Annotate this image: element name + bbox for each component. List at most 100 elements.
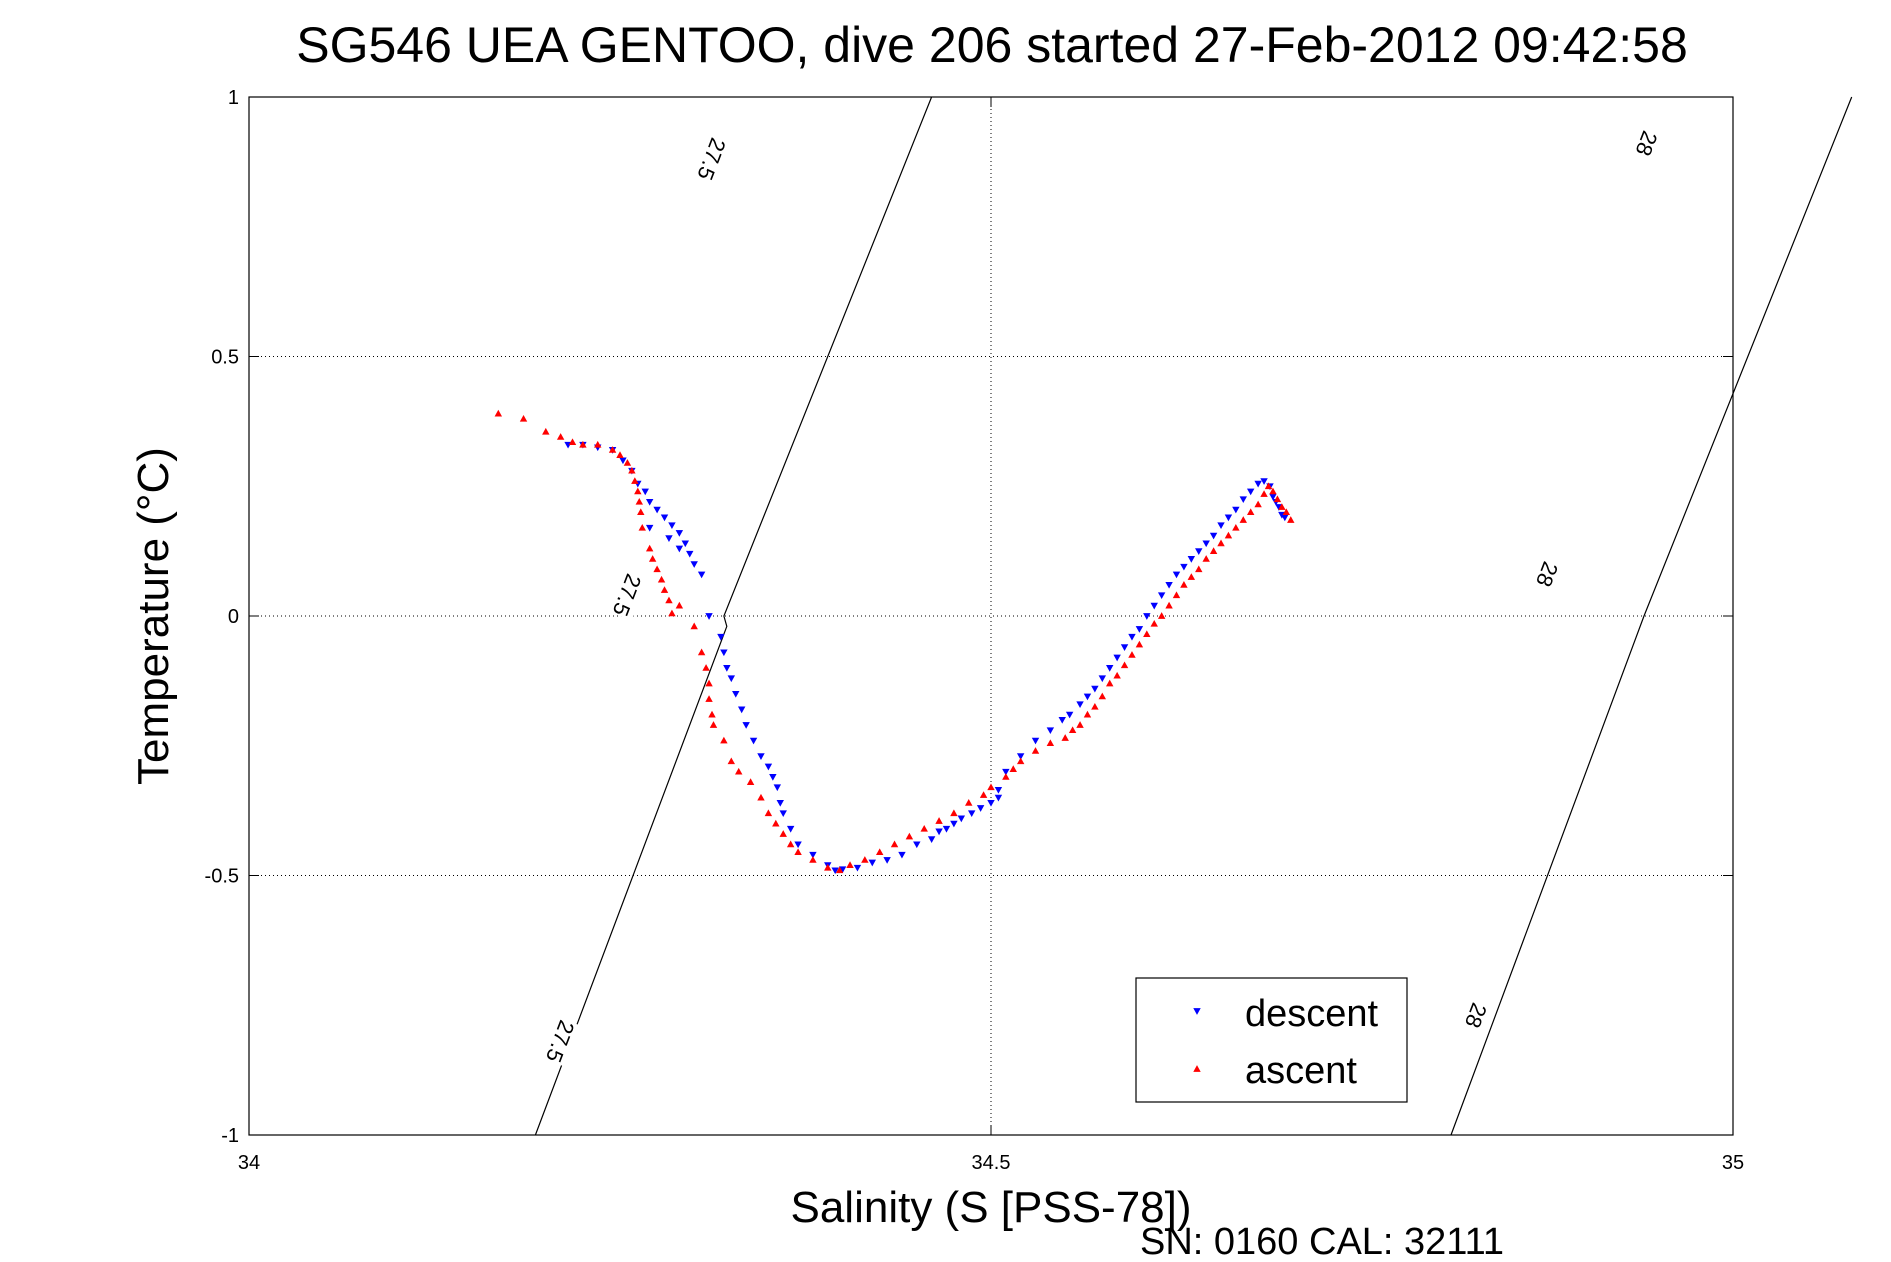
x-tick-label: 35 xyxy=(1722,1152,1744,1174)
descent-point xyxy=(641,488,649,496)
ascent-point xyxy=(568,438,577,445)
descent-point xyxy=(742,722,750,729)
descent-point xyxy=(1209,532,1218,540)
ascent-point xyxy=(705,695,713,702)
ascent-point xyxy=(657,575,666,583)
ascent-point xyxy=(1076,721,1084,728)
descent-point xyxy=(764,763,773,771)
descent-point xyxy=(1120,644,1129,651)
ascent-point xyxy=(1165,601,1173,609)
descent-point xyxy=(686,550,694,558)
descent-point xyxy=(957,815,966,823)
y-tick-label: 1 xyxy=(228,87,239,109)
ascent-point xyxy=(616,451,624,458)
descent-point xyxy=(1135,626,1144,633)
ascent-point xyxy=(786,840,795,848)
descent-point xyxy=(660,514,669,522)
descent-point xyxy=(1260,478,1268,485)
y-tick-label: -0.5 xyxy=(205,866,239,888)
ascent-point xyxy=(1260,490,1268,497)
ascent-point xyxy=(720,736,728,744)
descent-point xyxy=(994,787,1003,794)
ascent-point xyxy=(779,830,787,837)
y-axis-label: Temperature (°C) xyxy=(129,447,178,785)
legend-marker-ascent xyxy=(1193,1065,1201,1072)
axis-ticks: 34 34.5 35 1 0.5 0 -0.5 -1 xyxy=(205,87,1745,1174)
ascent-point xyxy=(1068,726,1077,734)
descent-point xyxy=(1246,488,1255,496)
descent-point xyxy=(690,561,698,568)
ascent-point xyxy=(1278,503,1286,510)
descent-point xyxy=(1180,563,1188,571)
ascent-point xyxy=(1106,679,1114,687)
descent-point xyxy=(1254,480,1262,488)
descent-point xyxy=(705,613,713,620)
descent-point xyxy=(757,753,765,760)
descent-point xyxy=(913,841,921,849)
descent-point xyxy=(717,633,725,641)
ascent-point xyxy=(1002,773,1010,780)
ascent-point xyxy=(1264,482,1273,490)
descent-point xyxy=(1083,693,1092,701)
descent-point xyxy=(675,530,684,537)
legend-markers xyxy=(1193,1008,1201,1072)
legend-label-descent: descent xyxy=(1245,993,1379,1035)
ascent-point xyxy=(608,446,617,453)
descent-point xyxy=(794,841,802,849)
ascent-point xyxy=(1120,661,1129,669)
ascent-point xyxy=(1046,739,1055,747)
ascent-point xyxy=(727,757,736,765)
ascent-point xyxy=(697,648,706,656)
ascent-point xyxy=(890,840,899,848)
contour-label-bg xyxy=(692,134,732,185)
ascent-point xyxy=(1232,523,1240,531)
legend: descent ascent xyxy=(1135,977,1408,1103)
contour-label-bg xyxy=(1527,549,1568,600)
ascent-point xyxy=(675,601,684,609)
y-tick-label: -1 xyxy=(221,1125,239,1147)
descent-point xyxy=(665,535,673,542)
ascent-point xyxy=(920,824,928,832)
ascent-point xyxy=(637,508,645,516)
ascent-point xyxy=(757,793,765,801)
ascent-point xyxy=(1217,539,1225,547)
descent-point xyxy=(1106,665,1114,672)
legend-label-ascent: ascent xyxy=(1245,1050,1357,1092)
legend-box xyxy=(1135,977,1408,1103)
ascent-point xyxy=(1224,531,1233,539)
descent-point xyxy=(1165,581,1173,589)
descent-point xyxy=(1058,716,1066,724)
ascent-point xyxy=(735,767,743,775)
descent-point xyxy=(1239,496,1247,504)
descent-point xyxy=(773,784,782,792)
ascent-point xyxy=(1143,630,1151,638)
descent-point xyxy=(769,774,777,781)
descent-point xyxy=(883,857,891,864)
ascent-point xyxy=(1150,619,1158,627)
descent-point xyxy=(942,825,951,833)
ascent-point xyxy=(1031,747,1040,754)
descent-point xyxy=(749,737,758,745)
contour-label-bg xyxy=(1626,118,1667,169)
descent-point xyxy=(697,571,706,579)
descent-point xyxy=(1187,556,1196,563)
descent-point xyxy=(1091,685,1099,693)
descent-point xyxy=(1143,613,1151,620)
descent-point xyxy=(868,859,876,867)
ascent-point xyxy=(1187,573,1196,580)
ascent-point xyxy=(1273,495,1282,503)
ascent-point xyxy=(965,799,973,806)
descent-point xyxy=(1065,711,1074,719)
ascent-point xyxy=(875,848,884,856)
ascent-point xyxy=(1180,581,1188,588)
ascent-point xyxy=(1202,555,1210,562)
density-contour-line xyxy=(1450,96,1853,1136)
ascent-point xyxy=(1016,757,1025,765)
ascent-point xyxy=(1113,671,1121,679)
data-points xyxy=(494,409,1295,875)
descent-point xyxy=(1031,737,1040,745)
ascent-point xyxy=(1254,500,1262,508)
descent-point xyxy=(994,794,1003,802)
ascent-point xyxy=(1195,565,1203,573)
descent-point xyxy=(681,540,690,548)
